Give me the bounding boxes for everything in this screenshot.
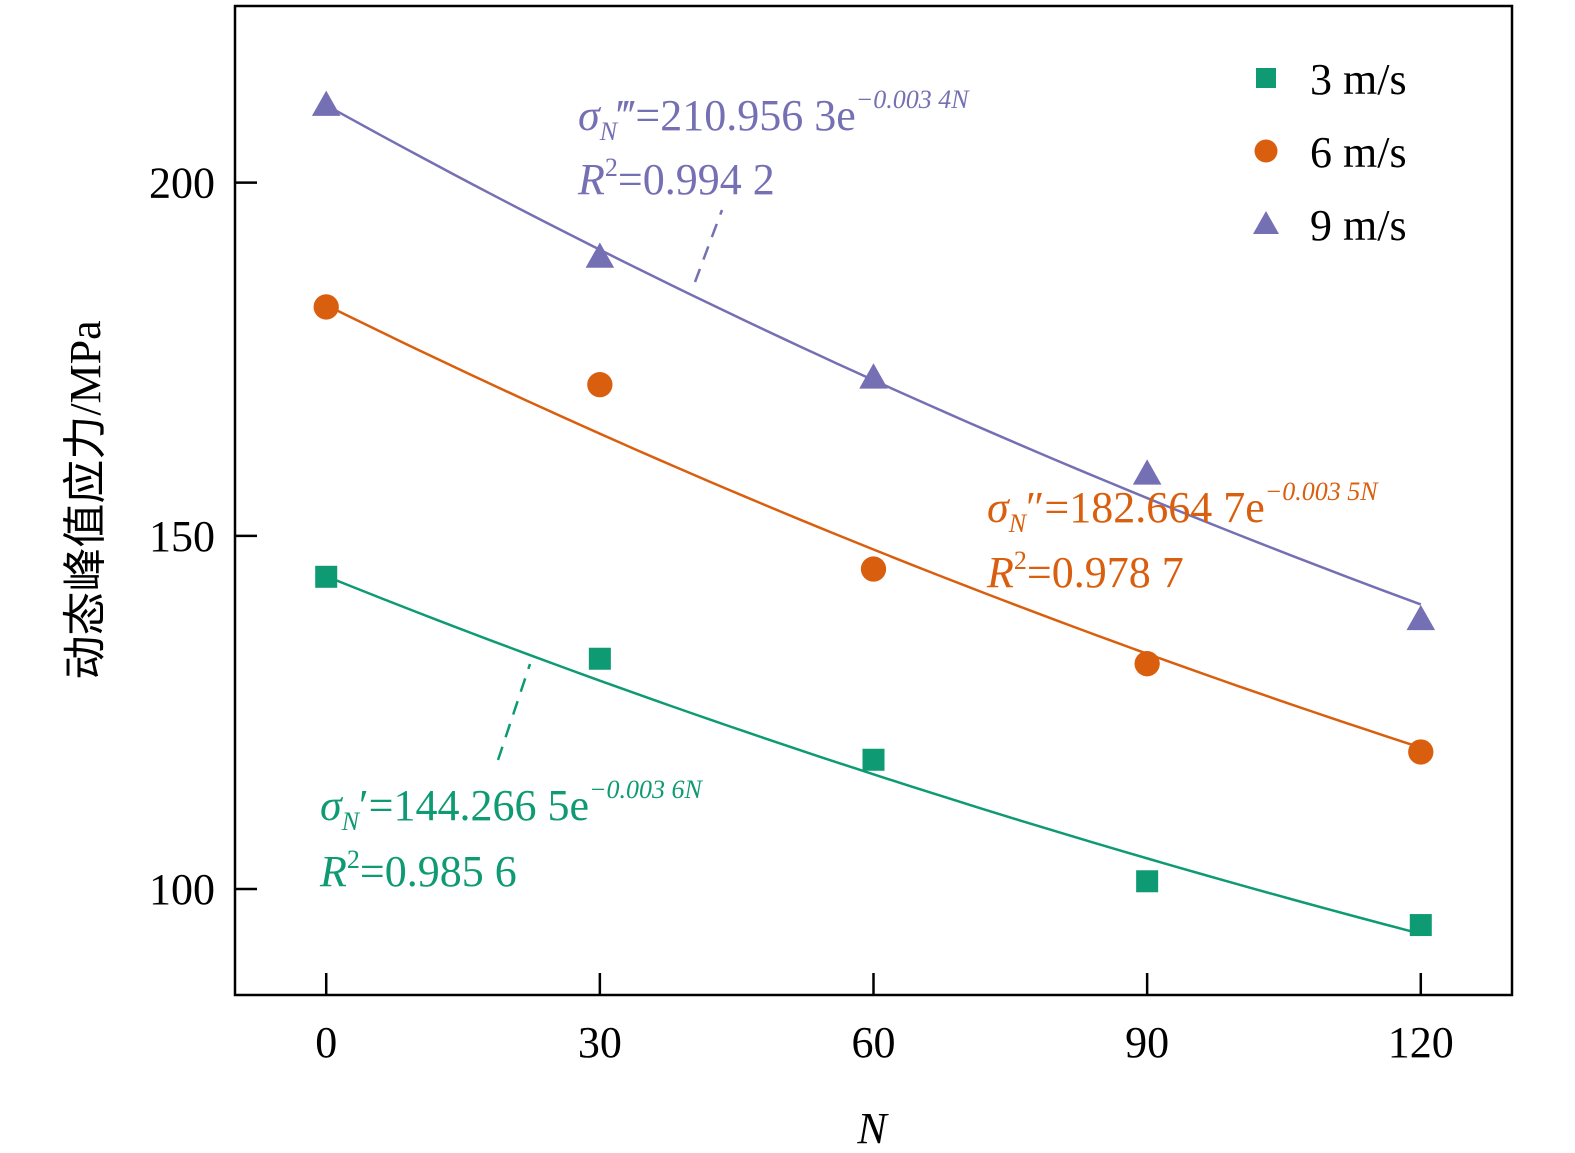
fit-line-6ms bbox=[325, 303, 1422, 749]
data-point-square bbox=[1409, 914, 1432, 937]
x-tick-label: 30 bbox=[578, 1018, 622, 1067]
fit-equation-9ms: σN‴=210.956 3e−0.003 4N bbox=[578, 85, 970, 146]
legend-marker-circle bbox=[1254, 139, 1278, 163]
data-point-circle bbox=[1408, 739, 1434, 765]
legend: 3 m/s 6 m/s 9 m/s bbox=[1253, 55, 1407, 250]
fit-equation-3ms: σN′=144.266 5e−0.003 6N bbox=[320, 775, 704, 836]
x-tick-label: 90 bbox=[1125, 1018, 1169, 1067]
data-point-triangle bbox=[585, 242, 615, 268]
data-point-square bbox=[862, 748, 885, 771]
data-point-circle bbox=[1134, 651, 1160, 677]
fit-r2-6ms: R2=0.978 7 bbox=[986, 546, 1184, 597]
data-point-circle bbox=[313, 294, 339, 320]
x-tick-label: 60 bbox=[852, 1018, 896, 1067]
data-point-square bbox=[315, 565, 338, 588]
fit-annotation-3ms: σN′=144.266 5e−0.003 6N R2=0.985 6 bbox=[319, 775, 704, 896]
fit-line-3ms bbox=[325, 575, 1422, 936]
data-point-triangle bbox=[1132, 459, 1162, 485]
x-axis-label: N bbox=[856, 1104, 889, 1153]
leader-line-3ms bbox=[496, 663, 532, 761]
leader-line-9ms bbox=[693, 209, 724, 283]
fit-annotation-9ms: σN‴=210.956 3e−0.003 4N R2=0.994 2 bbox=[577, 85, 970, 204]
data-point-circle bbox=[587, 371, 613, 398]
fit-equation-6ms: σN″=182.664 7e−0.003 5N bbox=[987, 477, 1379, 538]
data-point-circle bbox=[860, 556, 887, 582]
legend-label: 3 m/s bbox=[1310, 55, 1407, 104]
data-point-triangle bbox=[311, 90, 341, 116]
x-tick-label: 0 bbox=[315, 1018, 337, 1067]
legend-label: 6 m/s bbox=[1310, 128, 1407, 177]
data-point-square bbox=[1136, 870, 1159, 893]
data-point-triangle bbox=[1406, 604, 1436, 631]
y-tick-label: 200 bbox=[149, 159, 215, 208]
y-axis-label: 动态峰值应力/MPa bbox=[61, 320, 110, 679]
fit-r2-9ms: R2=0.994 2 bbox=[577, 153, 775, 204]
legend-marker-triangle bbox=[1253, 211, 1279, 234]
fit-r2-3ms: R2=0.985 6 bbox=[319, 845, 517, 896]
legend-marker-square bbox=[1256, 68, 1276, 88]
y-tick-label: 150 bbox=[149, 512, 215, 561]
data-point-triangle bbox=[859, 363, 888, 389]
x-tick-label: 120 bbox=[1388, 1018, 1454, 1067]
data-point-square bbox=[588, 647, 611, 670]
y-tick-label: 100 bbox=[149, 865, 215, 914]
legend-label: 9 m/s bbox=[1310, 201, 1407, 250]
fit-annotation-6ms: σN″=182.664 7e−0.003 5N R2=0.978 7 bbox=[986, 477, 1379, 597]
